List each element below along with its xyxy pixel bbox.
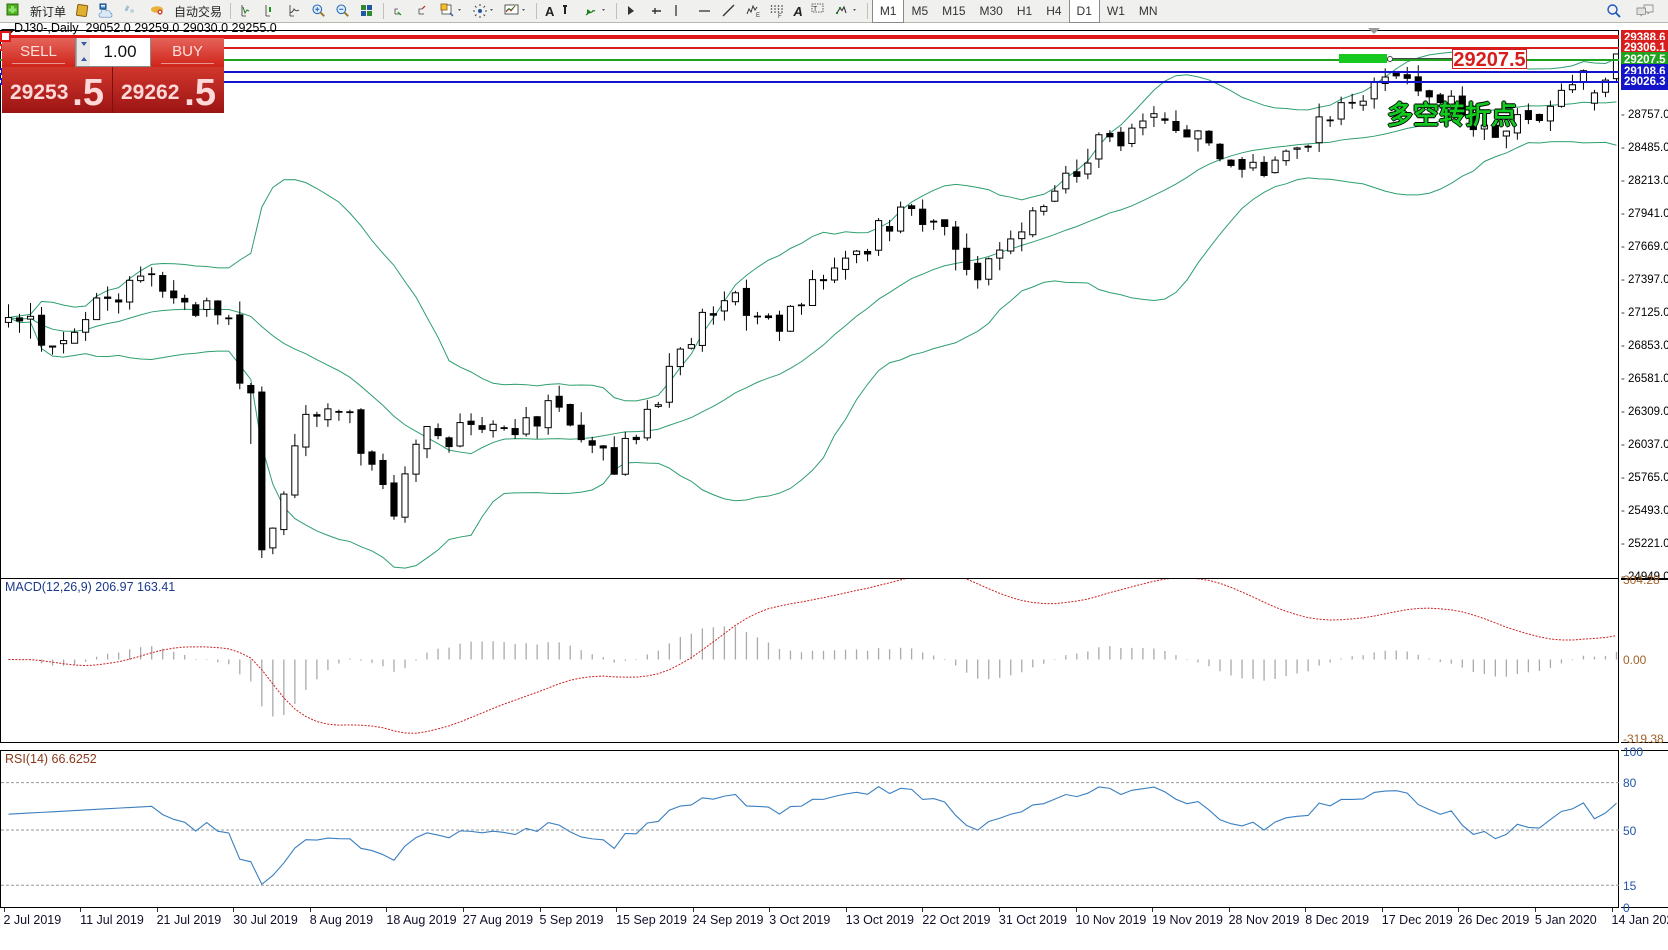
svg-text:F: F <box>778 14 782 19</box>
svg-text:T: T <box>813 6 818 13</box>
svg-text:E: E <box>756 13 760 19</box>
